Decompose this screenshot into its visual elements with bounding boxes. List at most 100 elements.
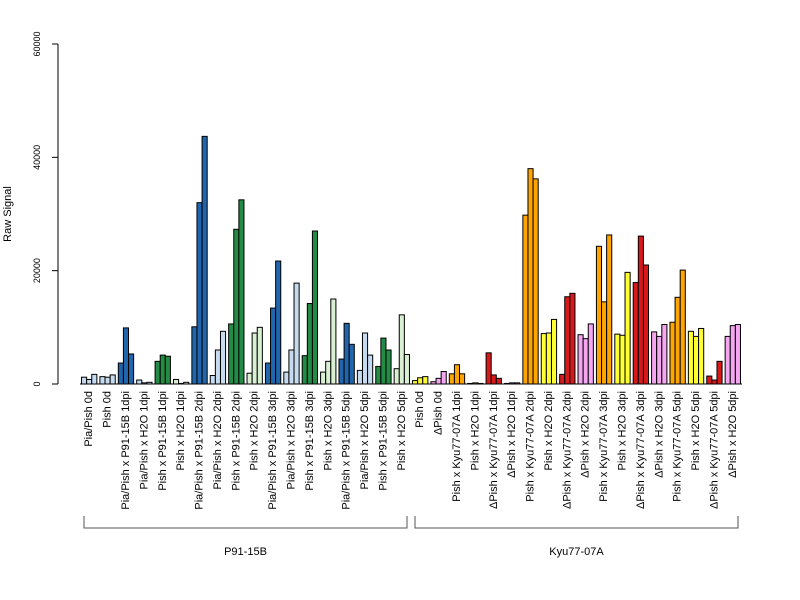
category-label: Pia/Pish 0d [83,391,95,447]
bar [687,330,694,385]
bar [698,327,705,385]
bar [692,335,700,385]
bar [270,307,277,385]
bar [159,354,166,385]
bar [81,376,88,385]
bar [330,298,337,385]
y-axis: 0 20000 40000 60000 [32,31,59,387]
category-label: Pish 0d [414,391,426,428]
bar [729,325,736,385]
category-label: Pish x Kyu77-07A 5dpi [672,391,684,502]
category-label: ΔPish x H2O 3dpi [653,391,665,478]
y-tick-label: 0 [32,381,42,386]
category-label: Pish x P91-15B 1dpi [157,391,169,491]
category-label: ΔPish x Kyu77-07A 3dpi [635,391,647,509]
bar [540,333,547,385]
category-label: Pish x P91-15B 3dpi [304,391,316,491]
bars [81,135,741,385]
bar [522,214,529,385]
group-bracket [83,516,408,529]
y-axis-label: Raw Signal [2,186,14,242]
bar [440,371,447,385]
bar [128,353,135,385]
category-label: Pish x P91-15B 5dpi [377,391,389,491]
bar [356,369,363,385]
bar [637,235,644,385]
bar [485,352,492,385]
bar [293,282,300,385]
bar [422,376,429,385]
bar [527,168,534,385]
bar [361,332,369,385]
category-label: Pish x H2O 5dpi [690,391,702,470]
bar [251,332,258,385]
bar [306,303,313,385]
category-label: Pish x Kyu77-07A 2dpi [525,391,537,502]
bar [246,372,253,385]
bar [472,382,479,385]
group-label: P91-15B [224,546,267,558]
bar [661,324,668,385]
bar [178,382,185,385]
y-tick-label: 40000 [32,145,42,170]
category-label: Pish x H2O 1dpi [469,391,481,470]
bar [477,382,484,385]
bar [104,376,111,385]
group-bracket [414,516,739,529]
bar [320,371,327,385]
bar [256,326,263,385]
bar [380,337,387,385]
bar [490,374,497,385]
bar [619,334,626,385]
bar [550,318,558,385]
y-tick-label: 60000 [32,31,42,56]
category-label: Pish x P91-15B 2dpi [230,391,242,491]
bar [403,354,410,385]
bar [582,338,589,385]
bar [141,382,148,385]
category-label: Pia/Pish x P91-15B 1dpi [120,391,132,510]
category-label: Pish x Kyu77-07A 3dpi [598,391,610,502]
bar [734,324,741,385]
bar [577,334,584,385]
bar [288,349,295,385]
category-label: ΔPish x H2O 5dpi [727,391,739,478]
category-label: Pia/Pish x P91-15B 2dpi [194,391,206,510]
bar [601,301,608,385]
bar [503,382,511,385]
bar [385,349,392,385]
bar [459,373,466,385]
bar [656,335,663,385]
category-label: Pish x Kyu77-07A 1dpi [451,391,463,502]
category-label: Pia/Pish x H2O 3dpi [285,391,297,489]
category-label: Pish x H2O 2dpi [249,391,261,470]
bar [238,199,245,385]
bar [514,382,521,385]
category-label: Pish x H2O 5dpi [396,391,408,470]
group-brackets: P91-15B Kyu77-07A [83,516,739,558]
category-label: ΔPish x H2O 2dpi [580,391,592,478]
category-label: Pia/Pish x H2O 5dpi [359,391,371,489]
bar [398,314,405,385]
bar [614,333,621,385]
bar [233,228,240,385]
bar [679,269,686,385]
category-label: ΔPish x Kyu77-07A 2dpi [561,391,573,509]
bar [412,380,419,385]
category-label: ΔPish x Kyu77-07A 5dpi [708,391,720,509]
bar [99,376,106,385]
bar [587,323,594,385]
bar [435,377,442,385]
bar [343,322,350,385]
bar [301,355,308,385]
bar [674,296,681,385]
y-tick-label: 20000 [32,258,42,283]
bar [214,349,221,385]
bar [164,355,171,385]
bar [86,378,93,385]
bar [706,375,713,385]
bar [417,377,424,385]
bar [545,332,552,385]
bar [448,373,455,385]
bar [348,343,355,385]
